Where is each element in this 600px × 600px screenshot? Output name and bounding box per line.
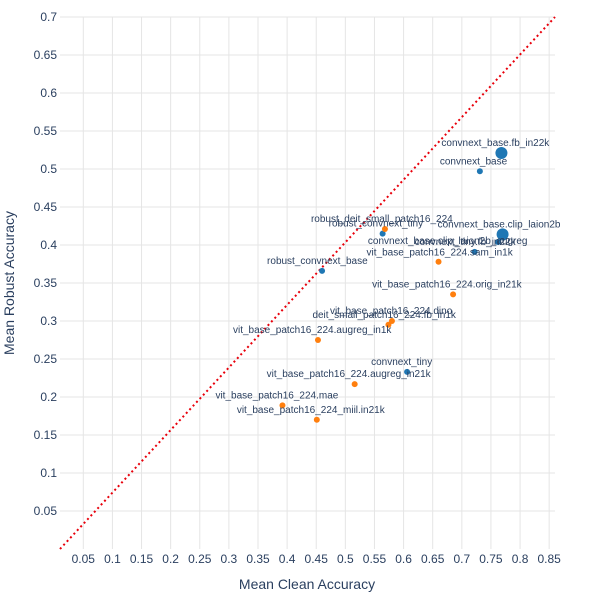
point-label: convnext_base.clip_laion2b [438, 219, 561, 230]
data-point-vit [435, 258, 442, 265]
point-label: vit_base_patch16_224.augreg_in1k [233, 325, 392, 336]
x-tick-label: 0.85 [537, 552, 561, 566]
data-point-convnext [476, 168, 483, 175]
data-point-vit [314, 337, 321, 343]
x-tick-label: 0.65 [421, 552, 445, 566]
y-axis-title: Mean Robust Accuracy [1, 211, 17, 355]
y-tick-label: 0.3 [40, 314, 57, 328]
x-tick-label: 0.45 [305, 552, 329, 566]
x-tick-label: 0.25 [188, 552, 212, 566]
data-point-convnext [404, 368, 411, 375]
data-point-convnext [494, 238, 501, 245]
y-tick-label: 0.35 [34, 276, 58, 290]
data-point-convnext [471, 248, 478, 255]
diagonal-reference [59, 16, 556, 550]
data-point-vit [381, 226, 388, 233]
point-label: vit_base_patch16_224.mae [215, 390, 338, 401]
point-label: robust_convnext_tiny [329, 219, 424, 230]
point-label: deit_small_patch16_224.fb_in1k [312, 310, 456, 321]
data-points [279, 147, 509, 423]
point-label: robust_deit_small_patch16_224 [311, 214, 453, 225]
y-tick-label: 0.5 [40, 162, 57, 176]
axes: 0.05 0.1 0.15 0.2 0.25 0.3 0.35 0.4 0.45 0.5 0.55 0… [34, 10, 562, 566]
y-tick-label: 0.4 [40, 238, 57, 252]
y-tick-label: 0.55 [34, 124, 58, 138]
y-tick-label: 0.2 [40, 390, 57, 404]
x-tick-label: 0.6 [395, 552, 412, 566]
point-label: robust_convnext_base [267, 256, 368, 267]
x-axis-title: Mean Clean Accuracy [239, 576, 375, 592]
y-tick-label: 0.25 [34, 352, 58, 366]
x-tick-label: 0.5 [337, 552, 354, 566]
point-label: convnext_base.clip_laion2b_augreg [368, 236, 528, 247]
x-tick-label: 0.8 [512, 552, 529, 566]
point-label: convnext_tiny.fb_in22k [415, 237, 517, 248]
x-tick-label: 0.1 [104, 552, 121, 566]
data-point-convnext [319, 267, 326, 274]
y-tick-label: 0.05 [34, 504, 58, 518]
data-point-convnext [496, 228, 509, 241]
x-tick-label: 0.75 [479, 552, 503, 566]
x-tick-label: 0.15 [130, 552, 154, 566]
point-label: convnext_tiny [371, 357, 432, 368]
x-tick-label: 0.7 [453, 552, 470, 566]
x-tick-label: 0.2 [162, 552, 179, 566]
y-tick-label: 0.65 [34, 48, 58, 62]
point-label: vit_base_patch16_224.orig_in21k [372, 279, 523, 290]
point-label: convnext_base.fb_in22k [441, 138, 550, 149]
x-tick-label: 0.55 [363, 552, 387, 566]
x-tick-label: 0.4 [279, 552, 296, 566]
data-point-vit [351, 381, 358, 388]
data-point-vit [313, 416, 320, 423]
x-tick-label: 0.3 [221, 552, 238, 566]
y-tick-label: 0.6 [40, 86, 57, 100]
point-label: vit_base_patch16_224.sam_in1k [367, 248, 514, 259]
y-tick-label: 0.1 [40, 466, 57, 480]
y-tick-label: 0.7 [40, 10, 57, 24]
diagonal-line [59, 16, 556, 550]
point-label: vit_base_patch16_224_miil.in21k [237, 405, 386, 416]
y-tick-label: 0.15 [34, 428, 58, 442]
point-label: convnext_base [440, 156, 508, 167]
point-label: vit_base_patch16_224.dino [330, 306, 453, 317]
grid [60, 16, 555, 549]
x-tick-label: 0.35 [246, 552, 270, 566]
data-point-vit [388, 318, 395, 324]
point-labels: convnext_base.fb_in22k convnext_baseconvn… [215, 138, 560, 416]
data-point-convnext [379, 230, 386, 237]
data-point-vit [279, 402, 286, 409]
point-label: vit_base_patch16_224.augreg_in21k [267, 369, 432, 380]
data-point-convnext [495, 147, 508, 160]
data-point-vit [385, 321, 392, 328]
y-tick-label: 0.45 [34, 200, 58, 214]
x-tick-label: 0.05 [72, 552, 96, 566]
data-point-vit [450, 291, 457, 298]
